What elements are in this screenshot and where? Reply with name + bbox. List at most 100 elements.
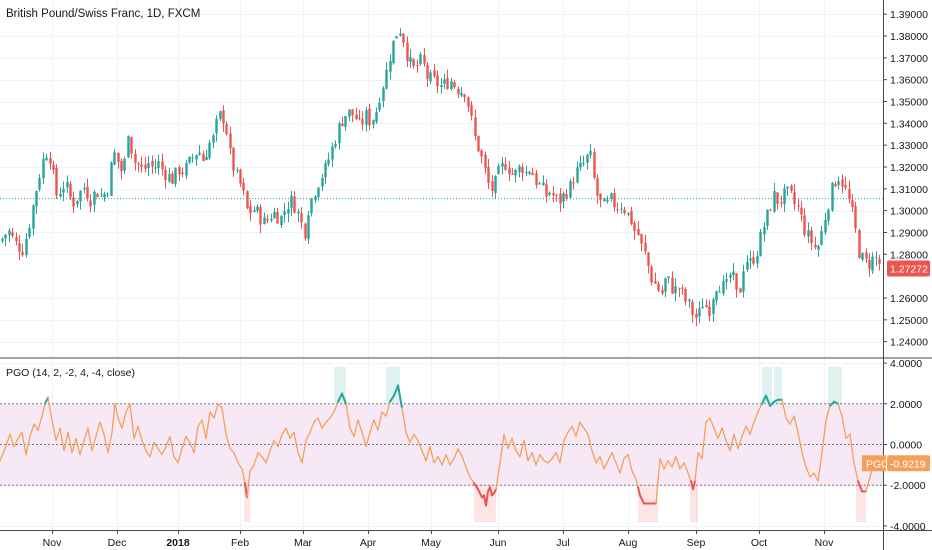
pgo-line-segment	[133, 425, 139, 440]
pgo-line-segment	[111, 403, 116, 433]
candle-body	[446, 78, 449, 89]
candle-body	[650, 266, 653, 283]
pgo-line-segment	[441, 454, 447, 466]
pgo-line-segment	[425, 445, 431, 462]
pgo-line-segment	[793, 415, 799, 433]
pgo-line-segment	[103, 433, 109, 454]
candle-body	[181, 172, 184, 174]
pgo-line-segment	[237, 462, 243, 470]
pgo-line-segment	[0, 447, 6, 462]
candle-body	[86, 186, 89, 199]
candle-body	[123, 158, 126, 171]
candle-body	[582, 162, 585, 165]
candle-body	[844, 185, 847, 188]
pgo-line-segment	[571, 425, 577, 438]
candle-body	[171, 173, 174, 184]
candle-body	[300, 213, 303, 223]
candle-body	[219, 111, 222, 120]
candle-body	[443, 79, 446, 84]
candle-body	[317, 187, 320, 198]
pgo-line-segment	[659, 458, 665, 470]
candle-body	[1, 238, 4, 241]
candle-body	[229, 133, 232, 149]
candle-body	[545, 184, 548, 197]
candle-body	[674, 286, 677, 294]
pgo-line-segment	[37, 415, 43, 431]
candle-body	[205, 156, 208, 161]
pgo-line-segment	[193, 425, 199, 454]
candle-body	[202, 154, 205, 162]
pgo-line-segment	[461, 456, 467, 468]
candle-body	[691, 301, 694, 316]
candle-body	[21, 251, 24, 256]
pgo-line-segment	[29, 423, 35, 438]
candle-body	[817, 245, 820, 250]
candle-body	[739, 288, 742, 293]
pgo-line-segment	[477, 488, 483, 499]
candle-body	[664, 278, 667, 292]
candle-body	[535, 173, 538, 186]
candle-body	[72, 197, 75, 207]
candle-body	[222, 110, 225, 124]
candle-body	[749, 258, 752, 261]
candle-body	[759, 232, 762, 256]
candle-body	[858, 230, 861, 259]
candle-body	[763, 227, 766, 235]
time-tick-label: Sep	[687, 537, 706, 549]
pgo-axis[interactable]: 4.0000 2.0000 0.0000 -2.0000 -4.0000	[883, 358, 926, 533]
pgo-line-segment	[141, 439, 147, 452]
pgo-value-bg	[887, 455, 930, 472]
candle-body	[732, 271, 735, 276]
pgo-line-segment	[449, 458, 455, 466]
candle-body	[42, 159, 45, 179]
pgo-line-segment	[473, 482, 479, 491]
pgo-tick-label: -2.0000	[890, 480, 926, 492]
pgo-line-segment	[373, 419, 379, 431]
pgo-line-segment	[417, 439, 423, 452]
candle-body	[304, 223, 307, 239]
pgo-line-segment	[663, 460, 669, 470]
candle-body	[185, 162, 188, 176]
candle-body	[603, 199, 606, 202]
candle-body	[137, 163, 140, 165]
candlestick-series[interactable]	[1, 28, 881, 327]
candle-body	[263, 217, 266, 225]
pgo-line-segment	[91, 435, 97, 452]
candle-body	[212, 135, 215, 143]
price-tick-label: 1.35000	[890, 97, 928, 109]
candle-body	[406, 42, 409, 62]
price-axis[interactable]: 1.39000 1.38000 1.37000 1.36000 1.35000 1.340…	[883, 9, 928, 349]
time-axis[interactable]: Nov Dec 2018 Feb Mar Apr May Jun Jul Aug Sep Oct Nov	[43, 530, 834, 549]
candle-body	[18, 243, 21, 252]
pgo-line-segment	[559, 439, 565, 464]
pgo-line-segment	[189, 441, 195, 454]
pgo-line-segment	[209, 411, 215, 419]
price-tick-label: 1.31000	[890, 184, 928, 196]
candle-body	[157, 160, 160, 168]
last-price-tag-bg	[887, 260, 930, 277]
pgo-line-segment	[345, 403, 351, 429]
candle-body	[559, 193, 562, 204]
pgo-line-segment	[421, 449, 427, 462]
candle-body	[780, 202, 783, 204]
oversold-zone	[856, 485, 866, 522]
candle-body	[307, 215, 310, 240]
candle-body	[134, 153, 137, 163]
candle-body	[637, 229, 640, 235]
candle-body	[837, 181, 840, 185]
pgo-line-segment	[489, 486, 493, 497]
candle-body	[290, 195, 293, 208]
pgo-line-segment	[405, 431, 411, 444]
candle-body	[640, 234, 643, 244]
candle-body	[314, 196, 317, 201]
candle-body	[28, 227, 31, 237]
candle-body	[113, 152, 116, 165]
candle-body	[480, 150, 483, 157]
candle-body	[633, 222, 636, 232]
candle-body	[62, 189, 65, 193]
pgo-line-segment	[817, 451, 823, 482]
pgo-line-segment	[51, 419, 57, 442]
pgo-line-segment	[25, 435, 31, 456]
candle-body	[89, 200, 92, 207]
